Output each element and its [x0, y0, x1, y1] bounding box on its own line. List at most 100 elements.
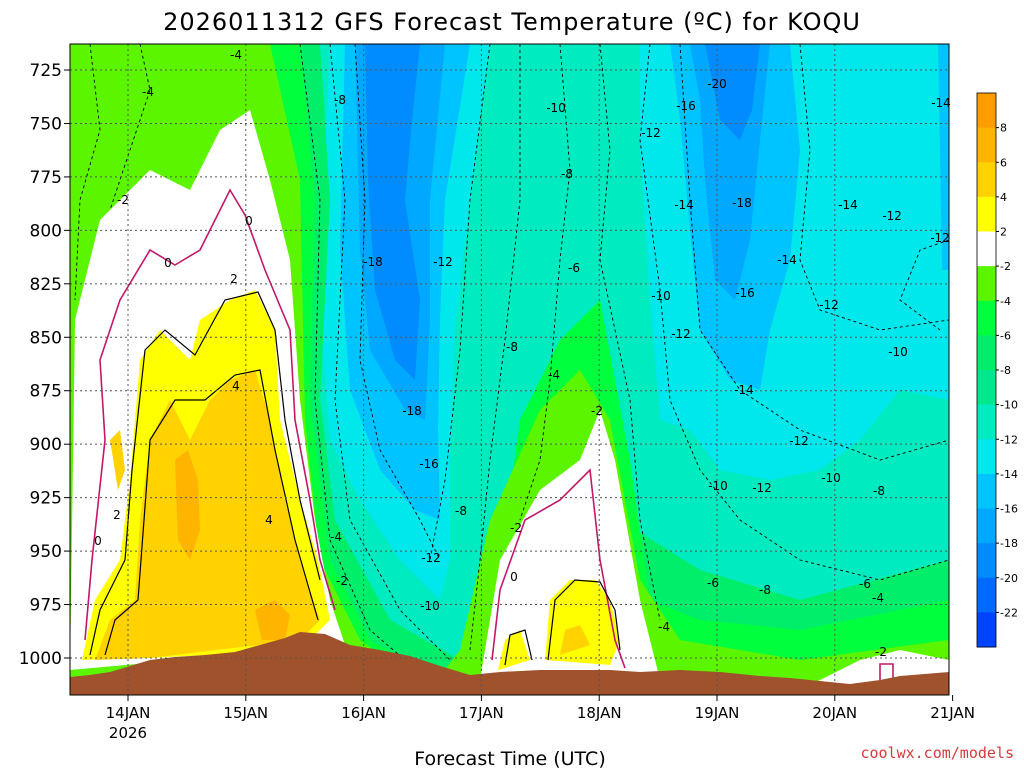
y-tick-label: 950 — [30, 542, 62, 562]
contour-label: -12 — [433, 255, 453, 269]
colorbar-label: -4 — [1000, 295, 1011, 308]
colorbar-swatch — [977, 404, 996, 440]
colorbar-swatch — [977, 439, 996, 475]
plot-frame — [69, 43, 950, 696]
contour-label: -10 — [888, 345, 908, 359]
band-minus-16-edge — [938, 44, 949, 270]
colorbar: 8 6 4 2 -2 -4 -6 -8 -10 -12 -14 -16 -18 -20 -22 — [976, 92, 1018, 648]
colorbar-swatch — [977, 612, 996, 648]
contour-label: -4 — [330, 530, 342, 544]
y-tick-label: 925 — [30, 489, 62, 509]
colorbar-label: -20 — [1000, 572, 1018, 585]
colorbar-swatch — [977, 577, 996, 613]
contour-label: -10 — [821, 471, 841, 485]
band-minus-20 — [705, 44, 760, 140]
y-tick-label: 975 — [30, 596, 62, 616]
x-tick-label: 16JAN — [341, 704, 386, 722]
y-axis: 725 750 775 800 825 850 875 900 925 950 975 1000 — [19, 61, 70, 669]
x-tick-label: 14JAN — [106, 704, 151, 722]
y-tick-label: 875 — [30, 382, 62, 402]
x-tick-label: 17JAN — [459, 704, 504, 722]
colorbar-swatch — [977, 543, 996, 579]
contour-label: -14 — [931, 96, 951, 110]
contour-label: -14 — [838, 198, 858, 212]
y-tick-label: 825 — [30, 275, 62, 295]
contour-label: 2 — [230, 272, 238, 286]
band-6 — [175, 450, 200, 560]
contour-label: -12 — [882, 209, 902, 223]
contour-label: -16 — [735, 286, 755, 300]
contour-label: -8 — [759, 583, 771, 597]
chart-title: 2026011312 GFS Forecast Temperature (ºC)… — [163, 8, 861, 36]
contour-labels: -4-4-8-10 -16-20-14-12-8-2 -14 -18 -14-120-1… — [94, 48, 951, 659]
contour-label: -10 — [420, 599, 440, 613]
colorbar-swatch — [977, 266, 996, 302]
contour-label: -12 — [819, 298, 839, 312]
colorbar-label: -10 — [1000, 399, 1018, 412]
y-tick-label: 1000 — [19, 649, 62, 669]
contour-zero-left — [84, 188, 336, 641]
contour-label: -12 — [789, 434, 809, 448]
colorbar-label: -6 — [1000, 329, 1011, 342]
colorbar-label: 8 — [1000, 122, 1007, 135]
contour-label: 0 — [164, 256, 172, 270]
terrain — [70, 632, 949, 695]
y-tick-label: 800 — [30, 221, 62, 241]
band-4 — [95, 370, 320, 660]
y-tick-label: 750 — [30, 114, 62, 134]
contour-label: -4 — [548, 368, 560, 382]
contour-label: -4 — [142, 85, 154, 99]
colorbar-swatch — [977, 162, 996, 198]
colorbar-label: 6 — [1000, 156, 1007, 169]
contour-label: -12 — [752, 481, 772, 495]
contour-label: -12 — [930, 231, 950, 245]
x-tick-label: 21JAN — [930, 704, 975, 722]
warm-isotherm-lines — [89, 291, 621, 666]
x-axis: 14JAN 15JAN 16JAN 17JAN 18JAN 19JAN 20JAN 21JAN — [106, 695, 975, 722]
contour-label: -12 — [421, 551, 441, 565]
contour-label: -4 — [872, 591, 884, 605]
contour-label: -18 — [363, 255, 383, 269]
contour-label: -14 — [674, 198, 694, 212]
band-minus-20-mid — [365, 44, 420, 380]
contour-label: -18 — [402, 404, 422, 418]
contour-label: -2 — [117, 193, 129, 207]
contour-label: 0 — [94, 534, 102, 548]
contour-label: -8 — [506, 340, 518, 354]
credit-label: coolwx.com/models — [860, 744, 1014, 762]
contour-label: 2 — [113, 508, 121, 522]
contour-label: -10 — [651, 289, 671, 303]
contour-label: -4 — [658, 620, 670, 634]
x-tick-label: 20JAN — [812, 704, 857, 722]
plot-area — [70, 44, 949, 695]
contour-label: -18 — [732, 196, 752, 210]
contour-label: -4 — [230, 48, 242, 62]
contour-label: -10 — [546, 101, 566, 115]
colorbar-label: -12 — [1000, 433, 1018, 446]
contour-label: -16 — [676, 99, 696, 113]
contour-label: -8 — [873, 484, 885, 498]
colorbar-swatch — [977, 93, 996, 129]
contour-label: -20 — [707, 77, 727, 91]
contour-label: -8 — [455, 504, 467, 518]
contour-label: -2 — [591, 404, 603, 418]
contour-label: 4 — [232, 379, 240, 393]
colorbar-swatch — [977, 196, 996, 232]
contour-label: -6 — [859, 577, 871, 591]
x-tick-label: 19JAN — [695, 704, 740, 722]
y-tick-label: 725 — [30, 61, 62, 81]
colorbar-swatch — [977, 370, 996, 406]
colorbar-label: -2 — [1000, 260, 1011, 273]
colorbar-swatch — [977, 508, 996, 544]
colorbar-label: 4 — [1000, 191, 1007, 204]
contour-label: -8 — [334, 93, 346, 107]
contour-label: -2 — [336, 574, 348, 588]
grid-lines — [70, 44, 949, 695]
colorbar-swatch — [977, 231, 996, 267]
contour-label: -10 — [708, 479, 728, 493]
y-tick-label: 900 — [30, 435, 62, 455]
colorbar-swatch — [977, 335, 996, 371]
colorbar-label: 2 — [1000, 226, 1007, 239]
contour-label: -2 — [875, 645, 887, 659]
